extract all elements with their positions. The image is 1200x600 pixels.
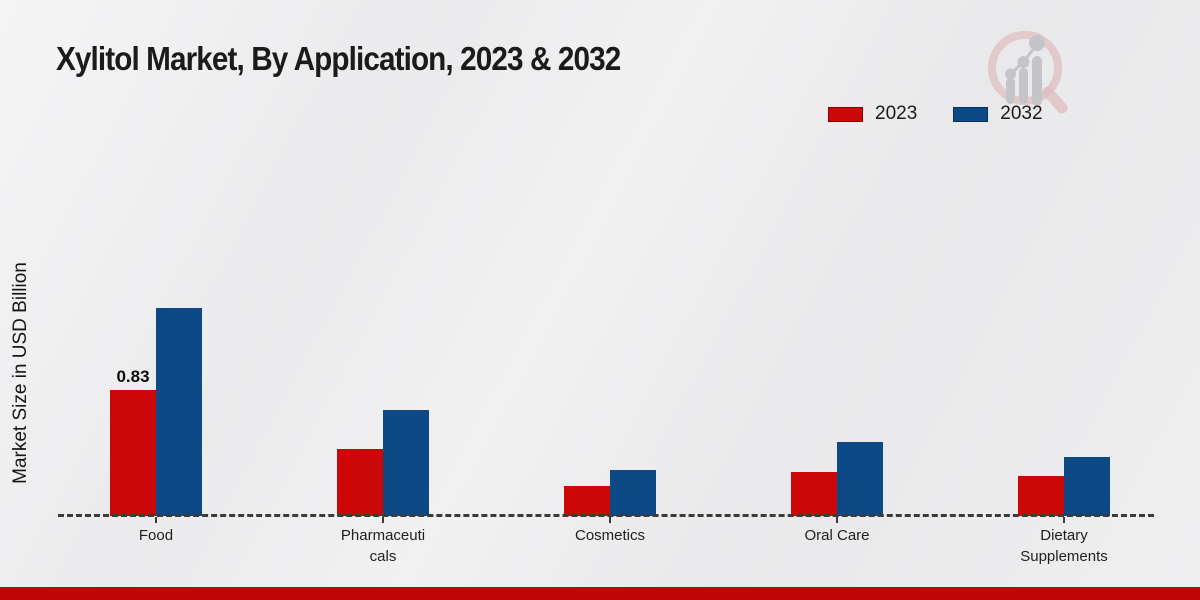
bar-dietary-supplements-2032 [1064, 457, 1110, 516]
x-axis-dashed-baseline [58, 514, 1154, 517]
legend-swatch-2032 [953, 106, 989, 122]
bar-oral-care-2032 [837, 442, 883, 516]
category-label-cosmetics: Cosmetics [574, 527, 645, 544]
bar-cosmetics-2023 [564, 486, 610, 516]
magnifier-bar-chart-logo-icon [988, 31, 1068, 114]
category-label-oral-care: Oral Care [804, 527, 870, 544]
bottom-accent-bar [0, 587, 1200, 600]
legend-label-2023: 2023 [875, 103, 918, 124]
axis-tick-oral-care [836, 517, 838, 523]
axis-tick-dietary-supplements [1063, 517, 1065, 523]
category-label-food: Food [138, 527, 174, 544]
axis-tick-cosmetics [609, 517, 611, 523]
legend-item-2032: 2032 [953, 103, 1043, 125]
bar-oral-care-2023 [791, 472, 837, 516]
legend-item-2023: 2023 [828, 103, 917, 125]
axis-tick-pharmaceuticals [382, 517, 384, 523]
bar-food-2023 [110, 390, 156, 516]
bar-value-label-food-2023: 0.83 [116, 367, 150, 386]
bar-food-2032 [156, 308, 202, 516]
bar-dietary-supplements-2023 [1018, 476, 1064, 516]
bar-pharmaceuticals-2023 [337, 449, 383, 516]
category-label-dietary-supplements: Dietary Supplements [1020, 527, 1108, 565]
chart-title: Xylitol Market, By Application, 2023 & 2… [56, 40, 621, 77]
legend-swatch-2023 [828, 106, 863, 122]
axis-tick-food [155, 517, 157, 523]
bar-pharmaceuticals-2032 [383, 410, 429, 516]
bar-cosmetics-2032 [610, 470, 656, 516]
legend-label-2032: 2032 [1000, 103, 1043, 124]
legend: 2023 2032 [828, 103, 1043, 125]
category-label-pharmaceuticals: Pharmaceuti cals [340, 527, 426, 565]
